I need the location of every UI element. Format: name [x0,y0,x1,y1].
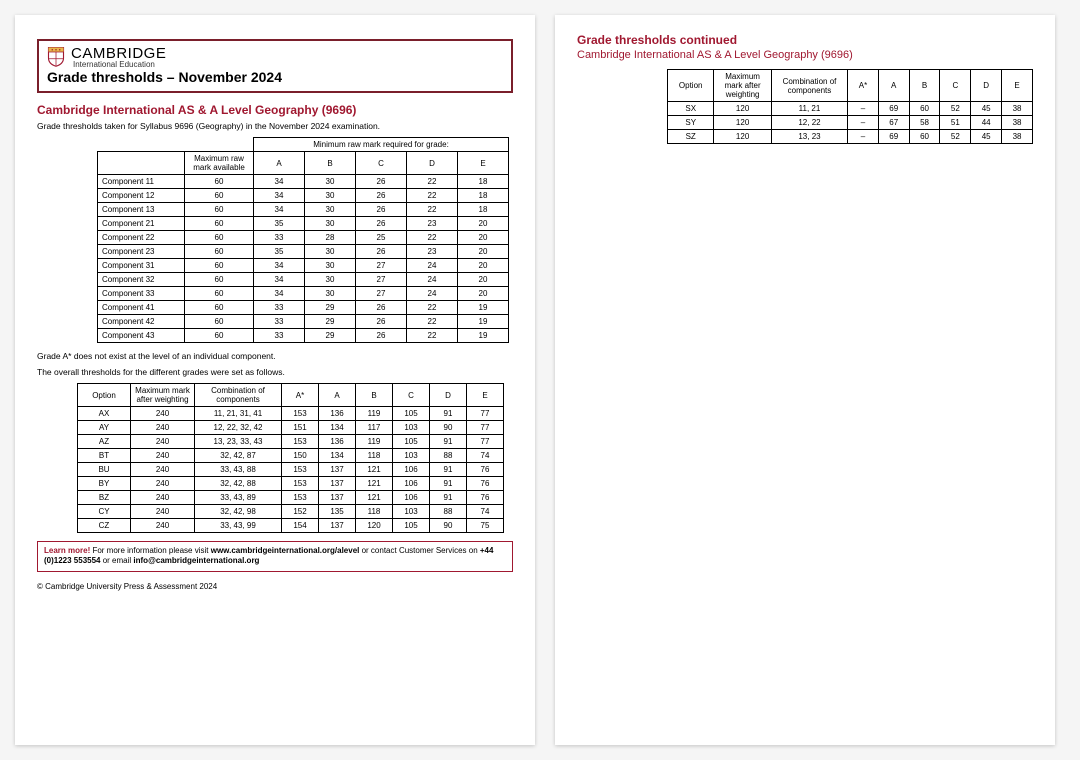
table-row: SY12012, 22–6758514438 [668,116,1033,130]
table-row: AZ24013, 23, 33, 431531361191059177 [78,435,504,449]
table-row: Component 23603530262320 [98,245,509,259]
page-2: Grade thresholds continued Cambridge Int… [555,15,1055,745]
table-row: AX24011, 21, 31, 411531361191059177 [78,407,504,421]
learn-more-box: Learn more! For more information please … [37,541,513,572]
table-row: Component 11603430262218 [98,175,509,189]
overall-thresholds-table: OptionMaximum mark after weightingCombin… [77,383,504,533]
table-row: Component 12603430262218 [98,189,509,203]
table-row: Component 32603430272420 [98,273,509,287]
document-title: Grade thresholds – November 2024 [47,69,503,85]
table-row: Component 33603430272420 [98,287,509,301]
note-astar: Grade A* does not exist at the level of … [37,351,513,361]
syllabus-heading: Cambridge International AS & A Level Geo… [37,103,513,117]
table-row: BT24032, 42, 871501341181038874 [78,449,504,463]
note-overall: The overall thresholds for the different… [37,367,513,377]
component-thresholds-table: Minimum raw mark required for grade:Maxi… [97,137,509,343]
table-row: SZ12013, 23–6960524538 [668,130,1033,144]
cambridge-shield-icon [47,46,65,68]
table-row: BZ24033, 43, 891531371211069176 [78,491,504,505]
table-row: BY24032, 42, 881531371211069176 [78,477,504,491]
table-row: BU24033, 43, 881531371211069176 [78,463,504,477]
table-row: Component 13603430262218 [98,203,509,217]
intro-text: Grade thresholds taken for Syllabus 9696… [37,121,513,131]
title-box: CAMBRIDGE International Education Grade … [37,39,513,93]
table-row: CY24032, 42, 981521351181038874 [78,505,504,519]
brand-subtitle: International Education [73,60,166,69]
table-row: AY24012, 22, 32, 421511341171039077 [78,421,504,435]
table-row: Component 21603530262320 [98,217,509,231]
continued-heading: Grade thresholds continued [577,33,1033,47]
table-row: Component 22603328252220 [98,231,509,245]
continued-thresholds-table: OptionMaximum mark after weightingCombin… [667,69,1033,144]
table-row: SX12011, 21–6960524538 [668,102,1033,116]
table-row: Component 41603329262219 [98,301,509,315]
table-row: Component 42603329262219 [98,315,509,329]
continued-sub: Cambridge International AS & A Level Geo… [577,49,1033,61]
table-row: Component 31603430272420 [98,259,509,273]
copyright: © Cambridge University Press & Assessmen… [37,582,513,591]
learn-more-lead: Learn more! [44,546,90,555]
page-1: CAMBRIDGE International Education Grade … [15,15,535,745]
table-row: CZ24033, 43, 991541371201059075 [78,519,504,533]
table-row: Component 43603329262219 [98,329,509,343]
